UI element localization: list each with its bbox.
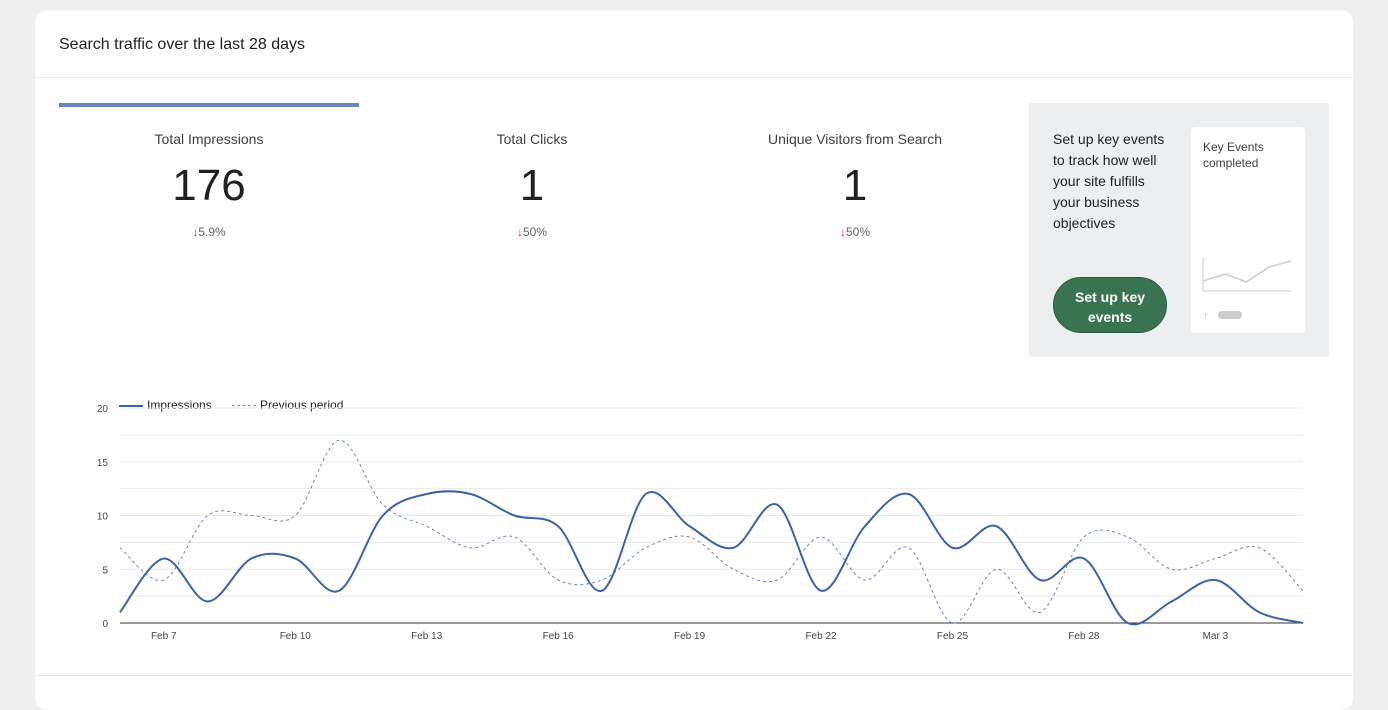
card-title: Search traffic over the last 28 days <box>35 10 1353 78</box>
svg-text:↑: ↑ <box>1203 310 1209 322</box>
y-tick-label: 15 <box>97 458 109 469</box>
metric-value: 1 <box>519 161 545 210</box>
arrow-down-icon: ↓ <box>192 225 199 239</box>
dashed-line-icon <box>232 405 256 407</box>
y-tick-label: 0 <box>102 619 108 630</box>
key-events-promo: Set up key events to track how well your… <box>1029 103 1329 357</box>
x-tick-label: Feb 19 <box>674 631 706 642</box>
impressions-line <box>119 490 1304 626</box>
divider <box>35 675 1353 676</box>
y-tick-label: 5 <box>102 565 108 576</box>
metric-label: Unique Visitors from Search <box>767 131 943 147</box>
x-tick-label: Feb 22 <box>805 631 837 642</box>
preview-sparkline-icon: ↑ <box>1202 257 1292 322</box>
metric-change: ↓50% <box>705 225 1005 239</box>
arrow-down-icon: ↓ <box>839 225 846 239</box>
previous-period-line <box>119 439 1304 624</box>
metric-value: 176 <box>172 161 246 210</box>
selected-indicator <box>59 103 359 107</box>
metric-label: Total Impressions <box>154 131 264 147</box>
metric-change: ↓5.9% <box>59 225 359 239</box>
y-tick-label: 20 <box>97 404 109 415</box>
x-tick-label: Feb 13 <box>411 631 443 642</box>
arrow-down-icon: ↓ <box>516 225 523 239</box>
change-value: 5.9% <box>198 225 226 239</box>
metric-tab-unique-visitors[interactable]: Unique Visitors from Search 1 ↓50% <box>705 103 1005 239</box>
x-tick-label: Feb 16 <box>543 631 575 642</box>
metric-tab-clicks[interactable]: Total Clicks 1 ↓50% <box>382 103 682 239</box>
solid-line-icon <box>119 404 143 407</box>
search-traffic-card: Search traffic over the last 28 days Tot… <box>35 10 1353 710</box>
x-tick-label: Feb 7 <box>151 631 177 642</box>
promo-text: Set up key events to track how well your… <box>1053 131 1165 231</box>
x-tick-label: Mar 3 <box>1203 631 1229 642</box>
x-tick-label: Feb 28 <box>1068 631 1100 642</box>
preview-title: Key Events completed <box>1203 140 1264 170</box>
key-events-preview: Key Events completed ↑ <box>1191 127 1305 333</box>
y-tick-label: 10 <box>97 512 109 523</box>
metric-tab-impressions[interactable]: Total Impressions 176 ↓5.9% <box>59 103 359 239</box>
metric-value: 1 <box>842 161 868 210</box>
set-up-key-events-button[interactable]: Set up key events <box>1053 277 1167 333</box>
impressions-chart: 0 5 10 15 20 Feb 7 Feb 10 Feb 13 Feb 16 Feb 19 Feb… <box>97 404 1304 642</box>
x-tick-label: Feb 25 <box>937 631 969 642</box>
metric-change: ↓50% <box>382 225 682 239</box>
change-value: 50% <box>845 225 871 239</box>
x-tick-label: Feb 10 <box>280 631 312 642</box>
change-value: 50% <box>522 225 548 239</box>
metric-label: Total Clicks <box>496 131 568 147</box>
